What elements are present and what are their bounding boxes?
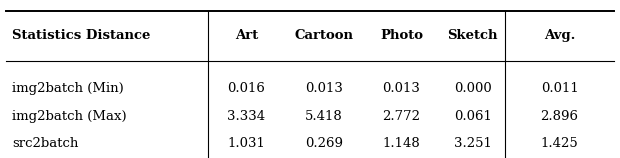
Text: 2.772: 2.772 [383,110,420,123]
Text: 1.148: 1.148 [383,137,420,150]
Text: 0.269: 0.269 [305,137,343,150]
Text: img2batch (Min): img2batch (Min) [12,82,124,95]
Text: 0.016: 0.016 [228,82,265,95]
Text: 3.334: 3.334 [228,110,265,123]
Text: 0.061: 0.061 [454,110,492,123]
Text: Avg.: Avg. [544,29,575,42]
Text: 1.425: 1.425 [541,137,578,150]
Text: Statistics Distance: Statistics Distance [12,29,151,42]
Text: img2batch (Max): img2batch (Max) [12,110,127,123]
Text: Photo: Photo [380,29,423,42]
Text: Sketch: Sketch [448,29,498,42]
Text: 0.000: 0.000 [454,82,492,95]
Text: 0.013: 0.013 [305,82,343,95]
Text: 1.031: 1.031 [228,137,265,150]
Text: 0.013: 0.013 [383,82,420,95]
Text: src2batch: src2batch [12,137,79,150]
Text: 2.896: 2.896 [541,110,578,123]
Text: Cartoon: Cartoon [294,29,353,42]
Text: Art: Art [235,29,258,42]
Text: 5.418: 5.418 [305,110,343,123]
Text: 0.011: 0.011 [541,82,578,95]
Text: 3.251: 3.251 [454,137,492,150]
